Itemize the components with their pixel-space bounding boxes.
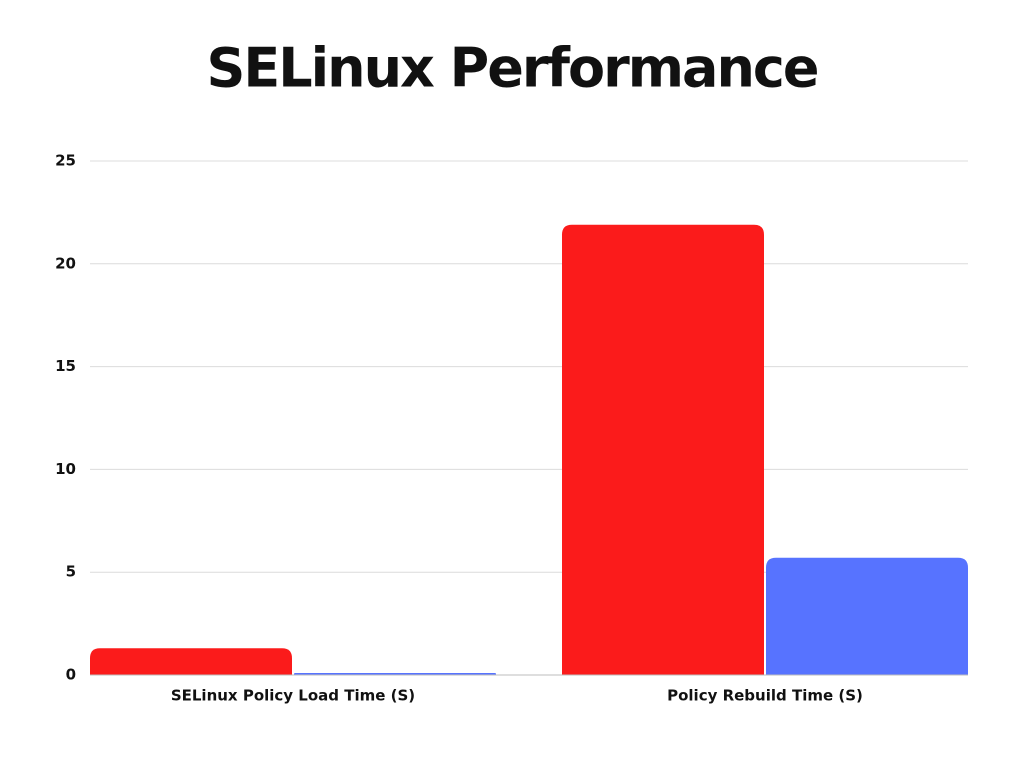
y-tick-label: 25 [55, 152, 76, 170]
y-tick-label: 20 [55, 254, 76, 272]
bar [562, 224, 764, 675]
y-tick-label: 0 [66, 666, 76, 684]
y-tick-label: 5 [66, 563, 76, 581]
bar [90, 648, 292, 675]
x-tick-label: Policy Rebuild Time (S) [667, 687, 863, 705]
y-tick-label: 10 [55, 460, 76, 478]
chart-title: SELinux Performance [206, 37, 817, 100]
x-tick-label: SELinux Policy Load Time (S) [171, 687, 415, 705]
bar [294, 672, 496, 675]
bar [766, 557, 968, 675]
y-tick-label: 15 [55, 357, 76, 375]
